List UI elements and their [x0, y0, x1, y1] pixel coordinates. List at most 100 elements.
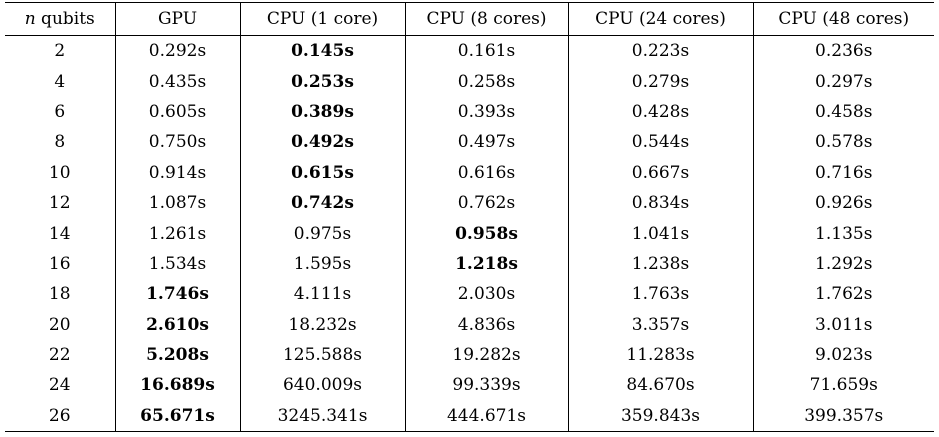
cell-n-qubits: 8	[54, 132, 66, 153]
cell-time: 3.011s	[752, 309, 934, 340]
cell-n-qubits: 4	[54, 71, 66, 92]
cell-time: 1.218s	[404, 248, 568, 280]
cell-n-qubits: 16	[48, 253, 71, 274]
table-row: 16 1.534s 1.595s 1.218s 1.238s 1.292s	[5, 248, 934, 280]
cell-time: 359.843s	[567, 400, 753, 433]
cell-time: 0.253s	[239, 66, 405, 97]
cell-n-qubits: 6	[54, 101, 66, 122]
cell-n-qubits: 22	[48, 345, 71, 366]
cell-time: 3245.341s	[239, 400, 405, 433]
cell-time: 1.762s	[752, 279, 934, 310]
cell-time: 3.357s	[567, 309, 753, 340]
table-row: 22 5.208s 125.588s 19.282s 11.283s 9.023s	[5, 339, 934, 371]
cell-time: 16.689s	[114, 370, 240, 401]
header-n-label: qubits	[35, 9, 95, 29]
cell-time: 0.926s	[752, 187, 934, 219]
cell-time: 0.492s	[239, 127, 405, 158]
cell-time: 399.357s	[752, 400, 934, 433]
table-row: 2 0.292s 0.145s 0.161s 0.223s 0.236s	[5, 35, 934, 67]
cell-time: 1.763s	[567, 279, 753, 310]
cell-time: 0.716s	[752, 157, 934, 188]
cell-time: 2.030s	[404, 279, 568, 310]
header-cpu-8-cores: CPU (8 cores)	[404, 2, 568, 36]
table-row: 10 0.914s 0.615s 0.616s 0.667s 0.716s	[5, 157, 934, 188]
cell-time: 1.292s	[752, 248, 934, 280]
header-gpu: GPU	[114, 2, 240, 36]
cell-time: 0.834s	[567, 187, 753, 219]
cell-time: 1.238s	[567, 248, 753, 280]
cell-time: 0.958s	[404, 218, 568, 249]
table-header-row: n qubits GPU CPU (1 core) CPU (8 cores) …	[5, 2, 934, 36]
cell-time: 0.161s	[404, 35, 568, 67]
cell-time: 0.297s	[752, 66, 934, 97]
table-row: 6 0.605s 0.389s 0.393s 0.428s 0.458s	[5, 96, 934, 128]
cell-n-qubits: 24	[48, 375, 71, 396]
cell-time: 1.534s	[114, 248, 240, 280]
cell-time: 99.339s	[404, 370, 568, 401]
cell-time: 1.261s	[114, 218, 240, 249]
cell-time: 0.667s	[567, 157, 753, 188]
cell-time: 125.588s	[239, 339, 405, 371]
cell-time: 0.616s	[404, 157, 568, 188]
cell-time: 18.232s	[239, 309, 405, 340]
cell-time: 11.283s	[567, 339, 753, 371]
cell-time: 0.223s	[567, 35, 753, 67]
cell-time: 1.595s	[239, 248, 405, 280]
cell-time: 0.615s	[239, 157, 405, 188]
header-cpu-1-core: CPU (1 core)	[239, 2, 405, 36]
cell-time: 0.497s	[404, 127, 568, 158]
table-row: 26 65.671s 3245.341s 444.671s 359.843s 399.35…	[5, 400, 934, 433]
cell-time: 4.111s	[239, 279, 405, 310]
cell-time: 0.393s	[404, 96, 568, 128]
cell-time: 1.135s	[752, 218, 934, 249]
cell-n-qubits: 10	[48, 162, 71, 183]
cell-time: 0.389s	[239, 96, 405, 128]
cell-time: 0.279s	[567, 66, 753, 97]
table-row: 24 16.689s 640.009s 99.339s 84.670s 71.659s	[5, 370, 934, 401]
cell-time: 1.041s	[567, 218, 753, 249]
cell-n-qubits: 12	[48, 193, 71, 214]
cell-time: 1.746s	[114, 279, 240, 310]
cell-time: 0.578s	[752, 127, 934, 158]
table-row: 18 1.746s 4.111s 2.030s 1.763s 1.762s	[5, 279, 934, 310]
cell-time: 2.610s	[114, 309, 240, 340]
cell-time: 444.671s	[404, 400, 568, 433]
table-row: 20 2.610s 18.232s 4.836s 3.357s 3.011s	[5, 309, 934, 340]
benchmark-table: n qubits GPU CPU (1 core) CPU (8 cores) …	[5, 2, 934, 433]
table-row: 8 0.750s 0.492s 0.497s 0.544s 0.578s	[5, 127, 934, 158]
cell-time: 84.670s	[567, 370, 753, 401]
cell-time: 0.435s	[114, 66, 240, 97]
cell-time: 0.544s	[567, 127, 753, 158]
table-row: 4 0.435s 0.253s 0.258s 0.279s 0.297s	[5, 66, 934, 97]
cell-time: 4.836s	[404, 309, 568, 340]
cell-time: 19.282s	[404, 339, 568, 371]
cell-time: 0.292s	[114, 35, 240, 67]
table-body: 2 0.292s 0.145s 0.161s 0.223s 0.236s 4 0.435s 0.…	[5, 35, 934, 433]
cell-time: 0.145s	[239, 35, 405, 67]
cell-time: 0.762s	[404, 187, 568, 219]
cell-time: 0.742s	[239, 187, 405, 219]
cell-time: 0.458s	[752, 96, 934, 128]
cell-time: 0.428s	[567, 96, 753, 128]
cell-time: 0.605s	[114, 96, 240, 128]
cell-time: 9.023s	[752, 339, 934, 371]
header-cpu-24-cores: CPU (24 cores)	[567, 2, 753, 36]
cell-n-qubits: 2	[54, 41, 66, 62]
cell-time: 65.671s	[114, 400, 240, 433]
cell-n-qubits: 26	[5, 400, 115, 433]
header-cpu-48-cores: CPU (48 cores)	[752, 2, 934, 36]
cell-time: 71.659s	[752, 370, 934, 401]
benchmark-table-container: n qubits GPU CPU (1 core) CPU (8 cores) …	[5, 2, 934, 433]
cell-n-qubits: 14	[48, 223, 71, 244]
cell-time: 0.975s	[239, 218, 405, 249]
cell-time: 0.258s	[404, 66, 568, 97]
cell-time: 0.914s	[114, 157, 240, 188]
table-row: 12 1.087s 0.742s 0.762s 0.834s 0.926s	[5, 187, 934, 219]
cell-time: 5.208s	[114, 339, 240, 371]
header-n-qubits: n qubits	[5, 2, 115, 36]
cell-n-qubits: 20	[48, 314, 71, 335]
cell-time: 0.750s	[114, 127, 240, 158]
header-n-symbol: n	[24, 9, 36, 29]
cell-time: 0.236s	[752, 35, 934, 67]
cell-time: 1.087s	[114, 187, 240, 219]
